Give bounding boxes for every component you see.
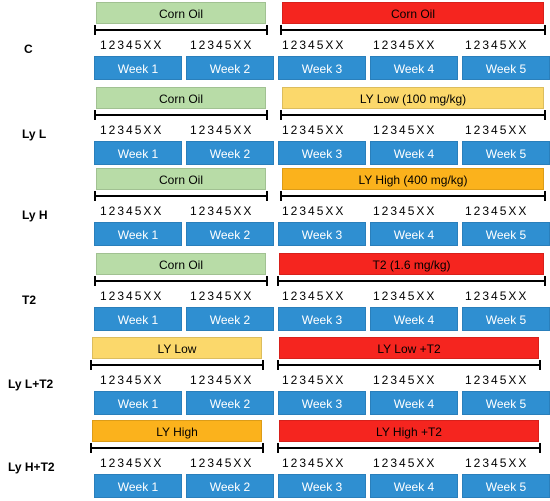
- week-2-box: Week 2: [186, 391, 274, 415]
- day-sequence: 12345XX: [373, 123, 437, 137]
- treatment-group: C Corn Oil Corn Oil 12345XX 12345XX 12345XX 12…: [0, 2, 550, 82]
- phase2-bracket: [280, 191, 546, 201]
- week-5-box: Week 5: [462, 141, 550, 165]
- week-3-box: Week 3: [278, 222, 366, 246]
- day-sequence: 12345XX: [465, 204, 529, 218]
- day-sequence: 12345XX: [282, 38, 346, 52]
- phase1-bracket: [94, 191, 268, 201]
- week-4-box: Week 4: [370, 474, 458, 498]
- phase2-treatment-bar: Corn Oil: [282, 2, 544, 24]
- week-3-box: Week 3: [278, 56, 366, 80]
- day-sequence: 12345XX: [465, 373, 529, 387]
- day-sequence: 12345XX: [190, 456, 254, 470]
- week-5-box: Week 5: [462, 56, 550, 80]
- phase1-treatment-bar: Corn Oil: [96, 2, 266, 24]
- phase1-treatment-bar: Corn Oil: [96, 168, 266, 190]
- phase2-bracket: [277, 276, 546, 286]
- phase1-bracket: [90, 443, 264, 453]
- week-2-box: Week 2: [186, 307, 274, 331]
- phase1-treatment-bar: LY Low: [92, 337, 262, 359]
- day-sequence: 12345XX: [465, 456, 529, 470]
- week-3-box: Week 3: [278, 307, 366, 331]
- day-sequence: 12345XX: [282, 456, 346, 470]
- phase1-bracket: [94, 110, 268, 120]
- day-sequence: 12345XX: [190, 204, 254, 218]
- group-label: Ly H: [22, 208, 48, 222]
- week-2-box: Week 2: [186, 222, 274, 246]
- phase1-treatment-bar: LY High: [92, 420, 262, 442]
- week-5-box: Week 5: [462, 474, 550, 498]
- treatment-group: Ly L Corn Oil LY Low (100 mg/kg) 12345XX 123…: [0, 87, 550, 167]
- day-sequence: 12345XX: [100, 123, 164, 137]
- phase2-bracket: [280, 25, 546, 35]
- treatment-group: Ly L+T2 LY Low LY Low +T2 12345XX 12345XX 123…: [0, 337, 550, 417]
- group-label: C: [24, 42, 33, 56]
- week-1-box: Week 1: [94, 141, 182, 165]
- treatment-group: Ly H+T2 LY High LY High +T2 12345XX 12345XX 1…: [0, 420, 550, 500]
- week-4-box: Week 4: [370, 222, 458, 246]
- day-sequence: 12345XX: [190, 38, 254, 52]
- day-sequence: 12345XX: [190, 289, 254, 303]
- week-5-box: Week 5: [462, 307, 550, 331]
- phase1-bracket: [94, 25, 268, 35]
- phase2-bracket: [277, 360, 541, 370]
- day-sequence: 12345XX: [373, 456, 437, 470]
- treatment-group: T2 Corn Oil T2 (1.6 mg/kg) 12345XX 12345XX 12…: [0, 253, 550, 333]
- week-2-box: Week 2: [186, 141, 274, 165]
- day-sequence: 12345XX: [190, 123, 254, 137]
- group-label: Ly L: [22, 127, 47, 141]
- group-label: Ly H+T2: [8, 460, 55, 474]
- day-sequence: 12345XX: [373, 204, 437, 218]
- day-sequence: 12345XX: [100, 373, 164, 387]
- phase1-treatment-bar: Corn Oil: [96, 253, 266, 275]
- day-sequence: 12345XX: [100, 456, 164, 470]
- day-sequence: 12345XX: [373, 38, 437, 52]
- week-4-box: Week 4: [370, 56, 458, 80]
- week-2-box: Week 2: [186, 56, 274, 80]
- phase2-treatment-bar: LY Low +T2: [279, 337, 539, 359]
- day-sequence: 12345XX: [100, 289, 164, 303]
- day-sequence: 12345XX: [190, 373, 254, 387]
- day-sequence: 12345XX: [465, 123, 529, 137]
- day-sequence: 12345XX: [465, 289, 529, 303]
- group-label: T2: [22, 293, 37, 307]
- day-sequence: 12345XX: [282, 373, 346, 387]
- phase2-treatment-bar: T2 (1.6 mg/kg): [279, 253, 544, 275]
- phase1-treatment-bar: Corn Oil: [96, 87, 266, 109]
- day-sequence: 12345XX: [100, 204, 164, 218]
- week-1-box: Week 1: [94, 222, 182, 246]
- week-3-box: Week 3: [278, 474, 366, 498]
- day-sequence: 12345XX: [465, 38, 529, 52]
- week-4-box: Week 4: [370, 141, 458, 165]
- week-1-box: Week 1: [94, 307, 182, 331]
- day-sequence: 12345XX: [282, 123, 346, 137]
- phase1-bracket: [94, 276, 268, 286]
- phase2-bracket: [277, 443, 541, 453]
- day-sequence: 12345XX: [373, 373, 437, 387]
- week-4-box: Week 4: [370, 307, 458, 331]
- day-sequence: 12345XX: [282, 204, 346, 218]
- week-5-box: Week 5: [462, 222, 550, 246]
- week-3-box: Week 3: [278, 141, 366, 165]
- phase2-treatment-bar: LY High +T2: [279, 420, 539, 442]
- week-1-box: Week 1: [94, 474, 182, 498]
- phase1-bracket: [90, 360, 264, 370]
- treatment-group: Ly H Corn Oil LY High (400 mg/kg) 12345XX 12…: [0, 168, 550, 248]
- week-1-box: Week 1: [94, 56, 182, 80]
- day-sequence: 12345XX: [100, 38, 164, 52]
- group-label: Ly L+T2: [8, 377, 54, 391]
- phase2-treatment-bar: LY High (400 mg/kg): [282, 168, 544, 190]
- day-sequence: 12345XX: [282, 289, 346, 303]
- day-sequence: 12345XX: [373, 289, 437, 303]
- week-4-box: Week 4: [370, 391, 458, 415]
- week-1-box: Week 1: [94, 391, 182, 415]
- phase2-treatment-bar: LY Low (100 mg/kg): [282, 87, 544, 109]
- week-3-box: Week 3: [278, 391, 366, 415]
- phase2-bracket: [280, 110, 546, 120]
- week-5-box: Week 5: [462, 391, 550, 415]
- week-2-box: Week 2: [186, 474, 274, 498]
